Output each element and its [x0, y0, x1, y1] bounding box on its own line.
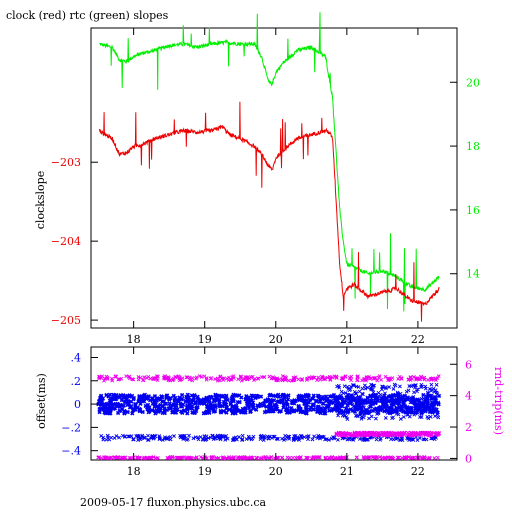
top-y2-tick-label: 18 [466, 140, 480, 153]
bottom-y-tick-label: −.2 [61, 421, 81, 434]
top-x-tick-label: 20 [269, 333, 283, 346]
bottom-x-tick-label: 20 [269, 465, 283, 478]
top-y2-tick-label: 16 [466, 204, 480, 217]
bottom-y-tick-label: −.4 [61, 445, 81, 458]
top-x-tick-label: 18 [127, 333, 141, 346]
top-x-tick-label: 22 [411, 333, 425, 346]
bottom-y2-tick-label: 2 [465, 421, 472, 434]
top-axis-ticks: 18 19 20 21 22 −205 −204 −203 14 16 18 20 [51, 28, 480, 346]
scatter-points [96, 374, 442, 461]
top-y-tick-label: −204 [51, 235, 81, 248]
bottom-y2-tick-label: 4 [465, 390, 472, 403]
top-y2-tick-label: 14 [466, 268, 480, 281]
scatter-band-roundtrip [96, 454, 440, 461]
scatter-band-roundtrip [97, 374, 441, 383]
bottom-x-tick-label: 21 [340, 465, 354, 478]
bottom-y2-tick-label: 6 [465, 358, 472, 371]
top-y2-tick-label: 20 [466, 76, 480, 89]
bottom-x-tick-label: 19 [198, 465, 212, 478]
series-rtc-line [99, 12, 440, 312]
top-x-tick-label: 21 [340, 333, 354, 346]
top-plot-frame [90, 27, 458, 329]
scatter-band-roundtrip [334, 430, 442, 438]
top-y-tick-label: −203 [51, 156, 81, 169]
bottom-y-axis-label: offset(ms) [35, 373, 48, 429]
top-y-tick-label: −205 [51, 314, 81, 327]
bottom-y2-tick-label: 0 [465, 452, 472, 465]
bottom-axis-ticks: 18 19 20 21 22 −.4 −.2 0 .2 .4 0 2 4 6 [61, 347, 472, 478]
series-clock-line [99, 101, 440, 322]
bottom-y2-axis-label: rnd-trip(ms) [492, 367, 505, 435]
scatter-band-offset [99, 433, 438, 443]
top-y-axis-label: clockslope [34, 171, 47, 229]
top-x-tick-label: 19 [198, 333, 212, 346]
scatter-band-offset [96, 392, 442, 416]
bottom-y-tick-label: .2 [71, 375, 82, 388]
bottom-y-tick-label: 0 [74, 398, 81, 411]
top-plot-panel: 18 19 20 21 22 −205 −204 −203 14 16 18 20 [51, 12, 480, 346]
scatter-band-offset [334, 382, 441, 422]
footer-note: 2009-05-17 fluxon.physics.ubc.ca [80, 496, 266, 509]
bottom-y-tick-label: .4 [71, 351, 82, 364]
bottom-x-tick-label: 18 [127, 465, 141, 478]
bottom-plot-panel: 18 19 20 21 22 −.4 −.2 0 .2 .4 0 2 4 6 [61, 346, 472, 478]
chart-title: clock (red) rtc (green) slopes [6, 9, 169, 22]
bottom-x-tick-label: 22 [411, 465, 425, 478]
